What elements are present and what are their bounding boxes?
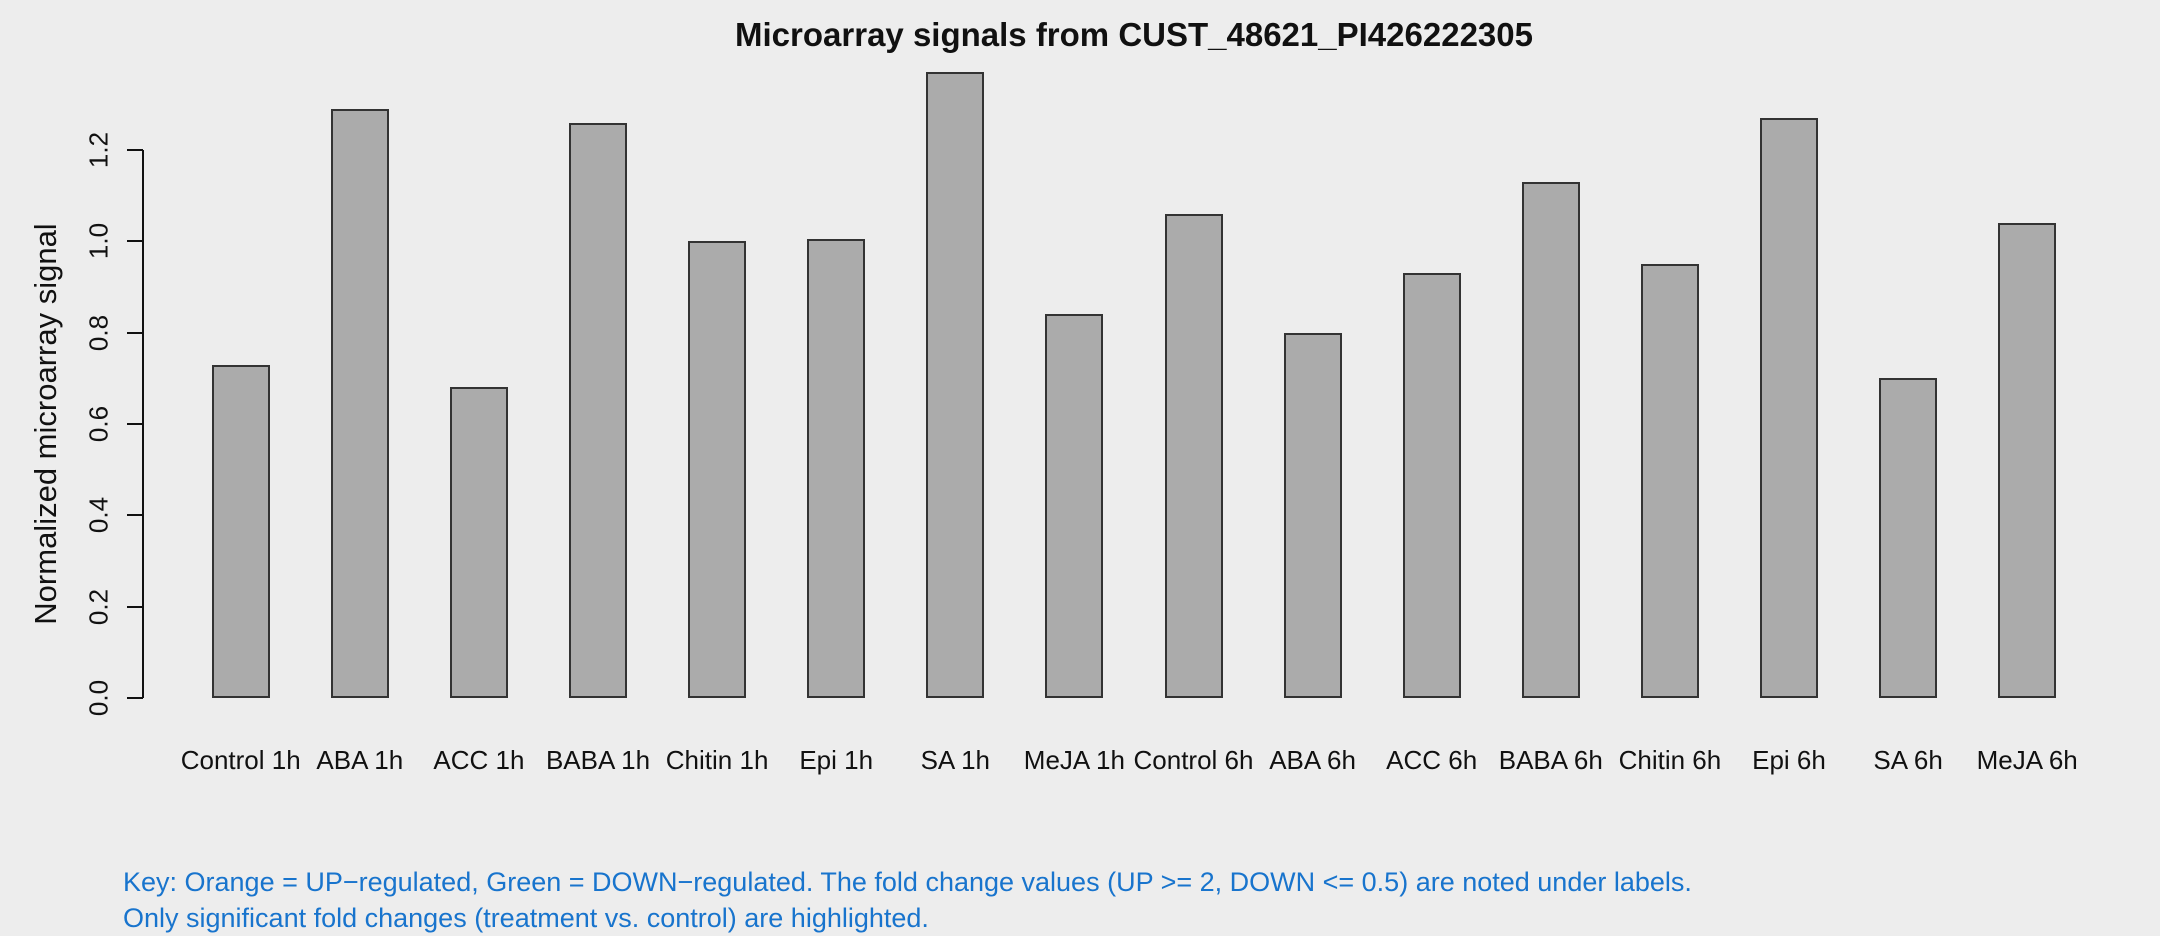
- y-tick-mark: [127, 331, 143, 334]
- bar-meja-6h: [1998, 223, 2057, 698]
- y-tick-mark: [127, 240, 143, 243]
- bar-aba-1h: [330, 108, 389, 698]
- bar-epi-6h: [1760, 118, 1818, 698]
- y-tick-mark: [127, 514, 143, 517]
- x-axis-label-aba-1h: ABA 1h: [316, 745, 404, 775]
- y-tick-label-text: 1.0: [83, 223, 114, 260]
- y-tick-label-text: 0.8: [83, 314, 114, 351]
- bar-meja-1h: [1045, 314, 1104, 698]
- bar-control-1h: [211, 364, 270, 698]
- bar-baba-1h: [569, 122, 627, 698]
- x-axis-label-acc-1h: ACC 1h: [433, 745, 525, 775]
- bar-acc-6h: [1402, 273, 1461, 698]
- y-tick-label-text: 0.6: [83, 405, 114, 443]
- y-tick-mark: [127, 422, 143, 425]
- x-axis-label-epi-6h: Epi 6h: [1752, 745, 1826, 775]
- x-axis-label-meja-6h: MeJA 6h: [1976, 745, 2078, 775]
- y-tick-label-text: 0.2: [83, 588, 114, 625]
- x-axis-label-meja-1h: MeJA 1h: [1023, 745, 1125, 775]
- bar-sa-6h: [1879, 378, 1938, 698]
- x-axis-label-control-1h: Control 1h: [180, 745, 301, 775]
- key-line-1: Key: Orange = UP−regulated, Green = DOWN…: [123, 867, 1692, 897]
- x-axis-label-chitin-6h: Chitin 6h: [1618, 745, 1722, 775]
- bar-chitin-6h: [1640, 264, 1699, 698]
- bar-control-6h: [1164, 213, 1223, 698]
- x-axis-label-aba-6h: ABA 6h: [1269, 745, 1356, 775]
- bar-baba-6h: [1521, 181, 1580, 698]
- x-axis-label-epi-1h: Epi 1h: [799, 745, 874, 775]
- y-tick-mark: [127, 148, 143, 151]
- bar-epi-1h: [807, 239, 866, 698]
- x-axis-label-control-6h: Control 6h: [1133, 745, 1254, 775]
- y-tick-mark: [127, 605, 143, 608]
- x-axis-label-sa-6h: SA 6h: [1873, 745, 1943, 775]
- x-axis-label-acc-6h: ACC 6h: [1386, 745, 1478, 775]
- x-axis-label-sa-1h: SA 1h: [920, 745, 990, 775]
- y-axis-line: [142, 150, 144, 698]
- bar-sa-1h: [926, 72, 985, 698]
- bar-acc-1h: [449, 387, 508, 698]
- x-axis-label-chitin-1h: Chitin 1h: [665, 745, 769, 775]
- key-legend-text: Key: Orange = UP−regulated, Green = DOWN…: [123, 864, 1692, 936]
- bar-aba-6h: [1283, 332, 1342, 698]
- x-axis-label-baba-1h: BABA 1h: [545, 745, 651, 775]
- y-tick-label-text: 1.2: [83, 131, 114, 169]
- key-line-2: Only significant fold changes (treatment…: [123, 903, 929, 933]
- y-tick-label-text: 0.0: [83, 679, 114, 717]
- x-axis-label-baba-6h: BABA 6h: [1498, 745, 1603, 775]
- y-tick-label-text: 0.4: [83, 497, 114, 534]
- bar-chitin-1h: [688, 241, 747, 698]
- chart-title: Microarray signals from CUST_48621_PI426…: [735, 16, 1533, 53]
- y-tick-mark: [127, 697, 143, 699]
